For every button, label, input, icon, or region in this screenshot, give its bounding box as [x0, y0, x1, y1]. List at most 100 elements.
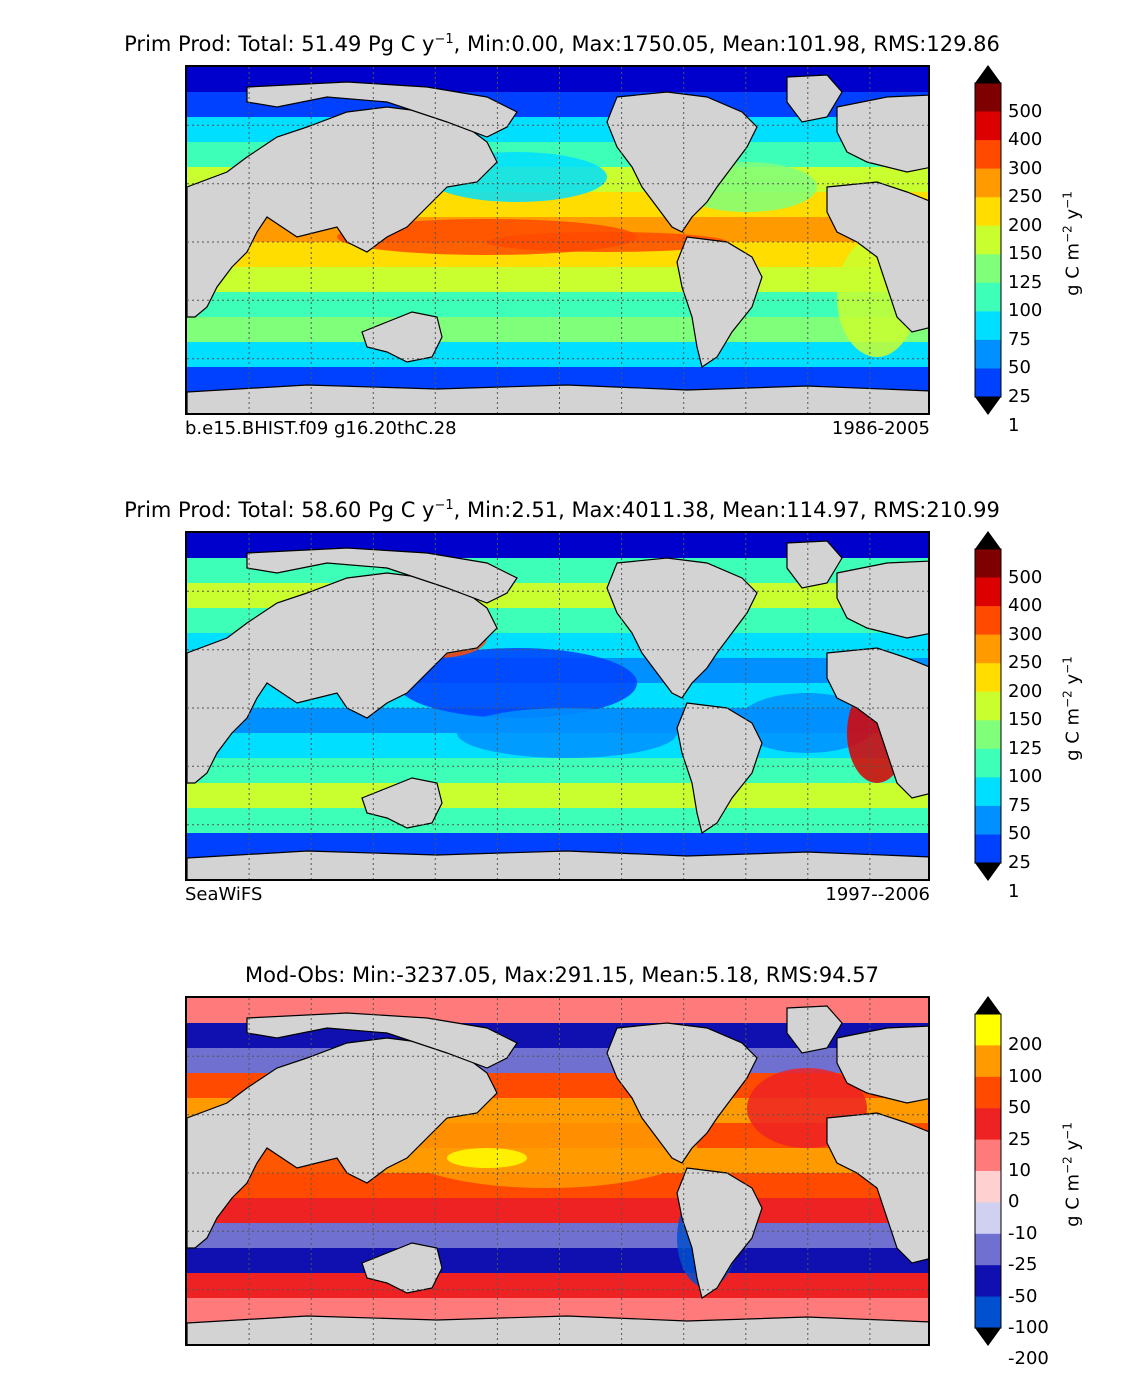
- colorbar-segment: [975, 1265, 1001, 1298]
- colorbar-segment: [975, 282, 1001, 312]
- colorbar-tick-label: 200: [1008, 215, 1043, 236]
- land-masses: [187, 540, 928, 879]
- colorbar-segment: [975, 549, 1001, 578]
- colorbar-tick-label: 50: [1008, 1097, 1031, 1118]
- colorbar-tick-label: 25: [1008, 386, 1031, 407]
- land-polygon: [826, 647, 928, 799]
- colorbar-tick-label: 1: [1008, 881, 1020, 902]
- colorbar-tick-label: 100: [1008, 766, 1043, 787]
- colorbar-tick-label: 75: [1008, 795, 1031, 816]
- colorbar-tick-label: 25: [1008, 852, 1031, 873]
- land-polygon: [786, 540, 843, 589]
- land-polygon: [606, 557, 758, 699]
- colorbar-segment: [975, 140, 1001, 170]
- colorbar-tick-label: -50: [1008, 1286, 1038, 1307]
- colorbar-extend-bottom: [975, 397, 1001, 415]
- colorbar-extend-top: [975, 996, 1001, 1014]
- colorbar-segment: [975, 225, 1001, 255]
- colorbar-segment: [975, 748, 1001, 778]
- ocean-feature: [447, 1148, 527, 1168]
- land-polygon: [606, 1022, 758, 1164]
- land-polygon: [836, 1025, 928, 1104]
- unit-text: g C m: [1062, 1173, 1084, 1227]
- ocean-band: [187, 1223, 928, 1249]
- land-polygon: [187, 1037, 498, 1249]
- caption-left: SeaWiFS: [185, 884, 263, 905]
- colorbar-tick-label: 200: [1008, 681, 1043, 702]
- map-model-minus-observed: [185, 996, 930, 1346]
- colorbar-segment: [975, 606, 1001, 636]
- colorbar-segment: [975, 1014, 1001, 1046]
- colorbar-tick-label: 500: [1008, 101, 1043, 122]
- colorbar-segment: [975, 634, 1001, 664]
- colorbar-tick-label: 10: [1008, 1160, 1031, 1181]
- unit-exp: −1: [1060, 1122, 1075, 1140]
- colorbar-tick-label: 50: [1008, 357, 1031, 378]
- unit-text: y: [1062, 1139, 1084, 1157]
- caption-right: 1986-2005: [831, 418, 930, 439]
- caption-right: 1997--2006: [825, 884, 930, 905]
- land-polygon: [361, 1242, 443, 1294]
- colorbar-segment: [975, 720, 1001, 750]
- colorbar-tick-label: -25: [1008, 1254, 1038, 1275]
- colorbar-tick-label: 400: [1008, 595, 1043, 616]
- colorbar-tick-label: 250: [1008, 186, 1043, 207]
- ocean-band: [187, 1248, 928, 1274]
- colorbar-tick-label: 250: [1008, 652, 1043, 673]
- colorbar-segment: [975, 339, 1001, 369]
- ocean-band: [187, 342, 928, 368]
- ocean-feature: [457, 708, 677, 758]
- colorbar-segment: [975, 368, 1001, 398]
- colorbar-segment: [975, 1296, 1001, 1329]
- land-polygon: [826, 1112, 928, 1264]
- land-polygon: [361, 777, 443, 829]
- map-gridlines: [187, 67, 928, 413]
- title-stats: , Min:2.51, Max:4011.38, Mean:114.97, RM…: [453, 498, 1000, 522]
- land-polygon: [246, 547, 518, 604]
- land-polygon: [246, 1012, 518, 1069]
- land-polygon: [836, 94, 928, 173]
- land-polygon: [786, 1005, 843, 1054]
- colorbar-tick-label: 1: [1008, 415, 1020, 436]
- land-polygon: [187, 1315, 928, 1344]
- colorbar-segment: [975, 1202, 1001, 1235]
- ocean-band: [187, 292, 928, 318]
- map-seawifs-primary-production: [185, 531, 930, 881]
- colorbar-extend-bottom: [975, 1328, 1001, 1346]
- land-polygon: [246, 81, 518, 138]
- colorbar-tick-label: -200: [1008, 1348, 1049, 1369]
- map-gridlines: [187, 998, 928, 1344]
- land-polygon: [836, 560, 928, 639]
- colorbar-segment: [975, 1139, 1001, 1172]
- title-text: Mod-Obs: Min:-3237.05, Max:291.15, Mean:…: [244, 963, 880, 987]
- land-polygon: [676, 236, 763, 368]
- colorbar-segment: [975, 197, 1001, 227]
- colorbar-tick-label: 75: [1008, 329, 1031, 350]
- colorbar-tick-label: 300: [1008, 158, 1043, 179]
- colorbar: [974, 65, 1002, 415]
- colorbar-segment: [975, 1108, 1001, 1141]
- ocean-band: [187, 267, 928, 293]
- colorbar-tick-label: 100: [1008, 1066, 1043, 1087]
- colorbar-tick-label: 25: [1008, 1129, 1031, 1150]
- ocean-band: [187, 783, 928, 809]
- colorbar-tick-label: 50: [1008, 823, 1031, 844]
- colorbar-tick-label: 500: [1008, 567, 1043, 588]
- colorbar-segment: [975, 1045, 1001, 1078]
- colorbar-segment: [975, 111, 1001, 141]
- panel-title: Prim Prod: Total: 58.60 Pg C y−1, Min:2.…: [0, 498, 1124, 522]
- map-gridlines: [187, 533, 928, 879]
- colorbar-segment: [975, 1233, 1001, 1266]
- title-stats: , Min:0.00, Max:1750.05, Mean:101.98, RM…: [453, 32, 1000, 56]
- panel-observed: Prim Prod: Total: 58.60 Pg C y−1, Min:2.…: [0, 498, 1124, 905]
- land-polygon: [786, 74, 843, 123]
- land-polygon: [187, 572, 498, 784]
- panel-title: Mod-Obs: Min:-3237.05, Max:291.15, Mean:…: [0, 963, 1124, 987]
- colorbar-segment: [975, 691, 1001, 721]
- colorbar-tick-label: 150: [1008, 709, 1043, 730]
- colorbar-segment: [975, 834, 1001, 864]
- colorbar-extend-bottom: [975, 863, 1001, 881]
- land-polygon: [676, 1167, 763, 1299]
- land-polygon: [676, 702, 763, 834]
